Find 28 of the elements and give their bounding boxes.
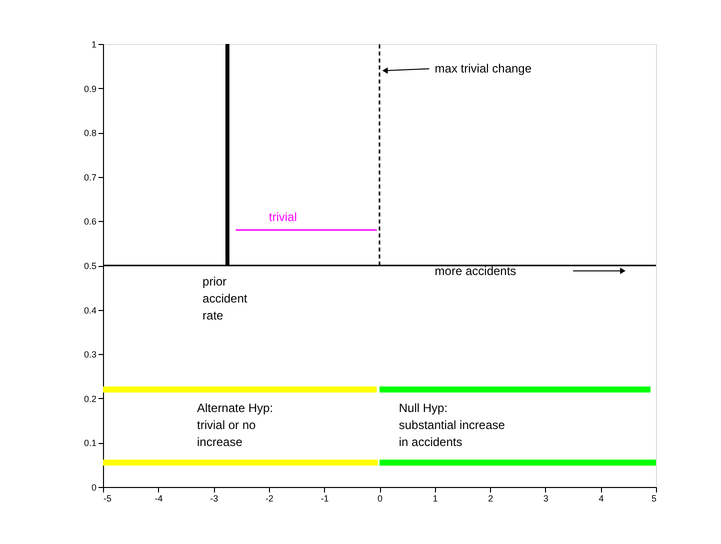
y-tick-label: 0 bbox=[91, 482, 96, 492]
x-tick-label: -4 bbox=[154, 494, 163, 504]
x-tick-label: -2 bbox=[265, 494, 274, 504]
y-tick-label: 0.7 bbox=[84, 172, 96, 182]
annotation: trivial bbox=[268, 210, 297, 224]
x-tick-label: 2 bbox=[488, 494, 494, 504]
annotation: more accidents bbox=[434, 264, 516, 278]
x-tick-label: 3 bbox=[543, 494, 548, 504]
x-tick-label: 4 bbox=[598, 494, 604, 504]
x-tick-label: -3 bbox=[210, 494, 218, 504]
annotation: Null Hyp: substantial increase in accidents bbox=[398, 400, 506, 449]
y-tick-label: 0.6 bbox=[84, 216, 96, 227]
y-tick-label: 0.8 bbox=[84, 128, 96, 138]
y-tick-label: 0.1 bbox=[84, 438, 96, 448]
x-tick-label: -1 bbox=[320, 494, 329, 504]
y-tick-label: 0.9 bbox=[84, 84, 96, 94]
x-tick-label: -5 bbox=[104, 494, 112, 504]
annotation: prior accident rate bbox=[202, 274, 248, 323]
y-tick-label: 0.4 bbox=[84, 305, 96, 316]
annotation: Alternate Hyp: trivial or no increase bbox=[197, 400, 274, 449]
y-tick-label: 1 bbox=[91, 40, 96, 50]
annotation: max trivial change bbox=[434, 61, 532, 76]
y-tick-label: 0.5 bbox=[84, 261, 96, 271]
x-tick-label: 1 bbox=[432, 494, 438, 504]
x-tick-label: 0 bbox=[377, 494, 383, 504]
y-tick-label: 0.3 bbox=[84, 350, 96, 360]
y-tick-label: 0.2 bbox=[84, 394, 96, 404]
x-tick-label: 5 bbox=[651, 494, 656, 504]
